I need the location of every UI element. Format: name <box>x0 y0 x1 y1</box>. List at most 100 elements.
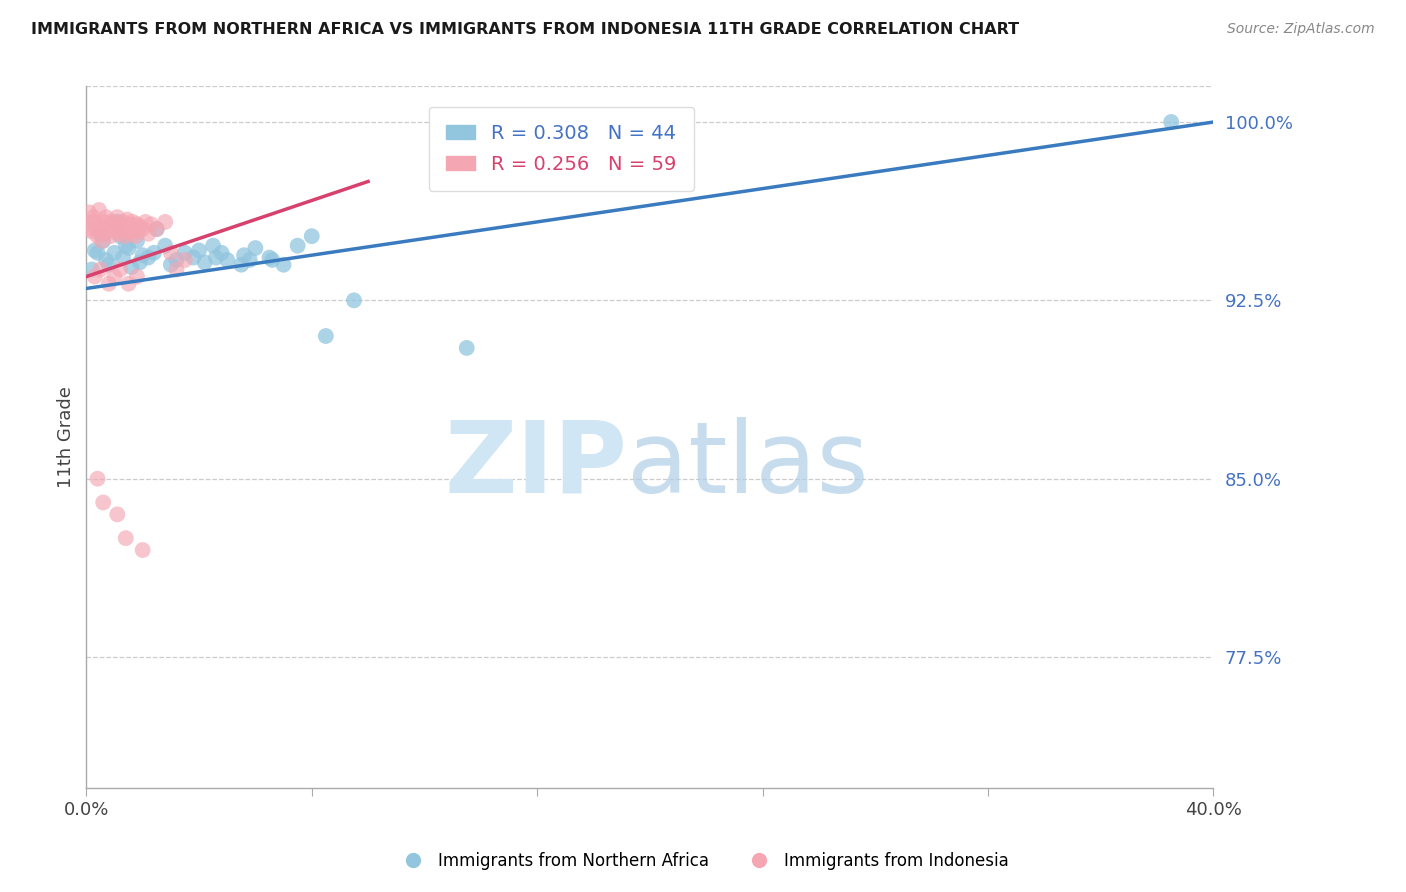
Legend: Immigrants from Northern Africa, Immigrants from Indonesia: Immigrants from Northern Africa, Immigra… <box>389 846 1017 877</box>
Point <box>160 258 183 272</box>
Point <box>121 215 143 229</box>
Point <box>97 277 120 291</box>
Point <box>122 222 145 236</box>
Point <box>105 210 128 224</box>
Point <box>153 215 176 229</box>
Point <box>183 251 205 265</box>
Point <box>90 234 112 248</box>
Legend: R = 0.308   N = 44, R = 0.256   N = 59: R = 0.308 N = 44, R = 0.256 N = 59 <box>429 107 693 191</box>
Point <box>127 224 149 238</box>
Point <box>315 329 337 343</box>
Point <box>77 205 100 219</box>
Point <box>125 234 148 248</box>
Point <box>287 238 309 252</box>
Point <box>89 227 111 241</box>
Point <box>120 227 142 241</box>
Point <box>166 252 188 267</box>
Point <box>86 229 108 244</box>
Point <box>125 269 148 284</box>
Point <box>205 251 228 265</box>
Point <box>134 215 156 229</box>
Point <box>91 215 114 229</box>
Point <box>105 508 128 522</box>
Point <box>94 252 117 267</box>
Point <box>125 217 148 231</box>
Point <box>124 229 146 244</box>
Point <box>231 258 253 272</box>
Point <box>139 217 162 231</box>
Point <box>89 262 111 277</box>
Text: atlas: atlas <box>627 417 869 514</box>
Point <box>456 341 478 355</box>
Point <box>145 222 167 236</box>
Point <box>142 245 165 260</box>
Point <box>188 244 211 258</box>
Point <box>114 238 136 252</box>
Point <box>87 202 110 217</box>
Point <box>111 251 134 265</box>
Point <box>166 262 188 277</box>
Point <box>103 245 125 260</box>
Point <box>233 248 256 262</box>
Point <box>89 219 111 234</box>
Point <box>104 222 127 236</box>
Point <box>83 244 105 258</box>
Point <box>93 227 115 241</box>
Point <box>96 222 118 236</box>
Point <box>343 293 366 308</box>
Point <box>117 224 139 238</box>
Point <box>111 215 134 229</box>
Point <box>245 241 267 255</box>
Point <box>128 255 150 269</box>
Point <box>82 210 104 224</box>
Point <box>80 224 103 238</box>
Point <box>194 255 217 269</box>
Point <box>100 217 122 231</box>
Point <box>174 245 197 260</box>
Point <box>120 260 142 274</box>
Point <box>103 269 125 284</box>
Point <box>114 531 136 545</box>
Point <box>107 227 129 241</box>
Point <box>117 241 139 255</box>
Point <box>105 215 128 229</box>
Point <box>117 277 139 291</box>
Point <box>86 472 108 486</box>
Y-axis label: 11th Grade: 11th Grade <box>58 386 75 488</box>
Point <box>101 224 124 238</box>
Point <box>79 215 101 229</box>
Point <box>84 222 107 236</box>
Point <box>83 215 105 229</box>
Point <box>76 222 98 236</box>
Point <box>97 258 120 272</box>
Point <box>108 217 131 231</box>
Point <box>160 245 183 260</box>
Point <box>211 245 233 260</box>
Point <box>115 212 138 227</box>
Point <box>98 229 121 244</box>
Text: Source: ZipAtlas.com: Source: ZipAtlas.com <box>1227 22 1375 37</box>
Point <box>131 222 153 236</box>
Point <box>145 222 167 236</box>
Point <box>1160 115 1182 129</box>
Point <box>91 234 114 248</box>
Point <box>108 262 131 277</box>
Point <box>136 227 159 241</box>
Point <box>114 219 136 234</box>
Text: IMMIGRANTS FROM NORTHERN AFRICA VS IMMIGRANTS FROM INDONESIA 11TH GRADE CORRELAT: IMMIGRANTS FROM NORTHERN AFRICA VS IMMIG… <box>31 22 1019 37</box>
Point <box>80 262 103 277</box>
Point <box>91 495 114 509</box>
Point <box>86 245 108 260</box>
Point <box>103 215 125 229</box>
Point <box>110 224 132 238</box>
Point <box>301 229 323 244</box>
Point <box>217 252 239 267</box>
Point <box>262 252 284 267</box>
Point <box>108 229 131 244</box>
Point <box>153 238 176 252</box>
Point <box>128 219 150 234</box>
Point <box>239 252 262 267</box>
Point <box>136 251 159 265</box>
Point <box>202 238 225 252</box>
Point <box>131 543 153 558</box>
